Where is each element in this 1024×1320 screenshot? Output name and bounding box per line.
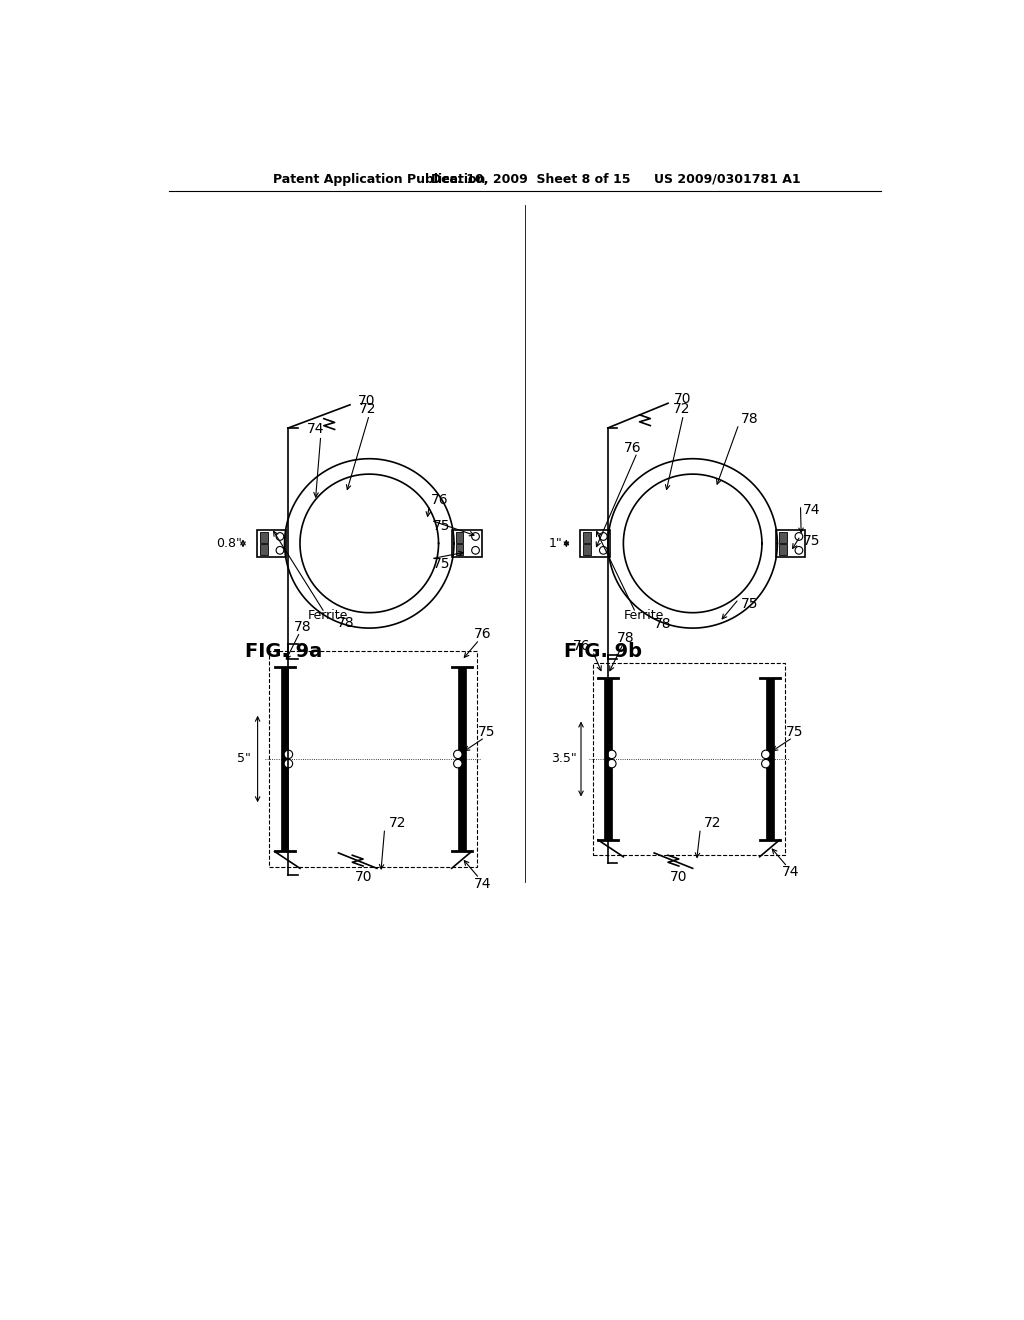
- Bar: [453, 529, 481, 557]
- Text: FIG. 9b: FIG. 9b: [564, 642, 642, 661]
- Bar: [257, 529, 286, 557]
- Circle shape: [762, 759, 770, 768]
- Text: 75: 75: [478, 725, 496, 739]
- Bar: [456, 532, 463, 543]
- Text: 70: 70: [670, 870, 687, 884]
- Text: 78: 78: [337, 616, 354, 631]
- Text: Dec. 10, 2009  Sheet 8 of 15: Dec. 10, 2009 Sheet 8 of 15: [431, 173, 631, 186]
- Bar: [260, 544, 267, 554]
- Text: Ferrite: Ferrite: [624, 610, 664, 622]
- Text: 76: 76: [431, 492, 449, 507]
- Text: US 2009/0301781 A1: US 2009/0301781 A1: [654, 173, 801, 186]
- Bar: [766, 678, 773, 840]
- Bar: [281, 667, 289, 851]
- Bar: [456, 544, 463, 554]
- Text: 74: 74: [306, 422, 325, 437]
- Circle shape: [607, 759, 616, 768]
- Text: 78: 78: [616, 631, 635, 645]
- Text: 74: 74: [781, 865, 799, 879]
- Circle shape: [285, 759, 293, 768]
- Text: 72: 72: [388, 816, 406, 830]
- Text: 70: 70: [674, 392, 691, 405]
- Bar: [584, 532, 591, 543]
- Bar: [260, 532, 267, 543]
- Text: 78: 78: [654, 618, 672, 631]
- Bar: [779, 532, 786, 543]
- Text: 74: 74: [474, 876, 492, 891]
- Bar: [604, 678, 611, 840]
- Circle shape: [762, 750, 770, 759]
- Text: Ferrite: Ferrite: [307, 610, 348, 622]
- Text: 74: 74: [803, 503, 820, 517]
- Text: 75: 75: [803, 535, 820, 548]
- Bar: [779, 544, 786, 554]
- Text: 72: 72: [673, 403, 690, 416]
- Circle shape: [454, 750, 462, 759]
- Circle shape: [454, 759, 462, 768]
- Bar: [593, 663, 785, 855]
- Text: 76: 76: [624, 441, 641, 455]
- Text: Patent Application Publication: Patent Application Publication: [273, 173, 485, 186]
- Text: 0.8": 0.8": [216, 537, 242, 550]
- Text: 75: 75: [432, 557, 450, 572]
- Bar: [269, 651, 477, 867]
- Circle shape: [285, 750, 293, 759]
- Text: 5": 5": [237, 752, 251, 766]
- Text: 76: 76: [572, 639, 590, 653]
- Text: 72: 72: [359, 403, 377, 416]
- Bar: [776, 529, 805, 557]
- Text: FIG. 9a: FIG. 9a: [245, 642, 322, 661]
- Bar: [458, 667, 466, 851]
- Circle shape: [607, 750, 616, 759]
- Bar: [584, 544, 591, 554]
- Text: 76: 76: [474, 627, 492, 642]
- Text: 75: 75: [786, 725, 804, 739]
- Bar: [581, 529, 609, 557]
- Text: 3.5": 3.5": [551, 752, 577, 766]
- Text: 75: 75: [432, 519, 450, 533]
- Text: 1": 1": [549, 537, 562, 550]
- Text: 72: 72: [705, 816, 722, 830]
- Text: 78: 78: [294, 619, 311, 634]
- Text: 70: 70: [355, 870, 373, 884]
- Text: 75: 75: [741, 597, 759, 611]
- Text: 70: 70: [357, 393, 375, 408]
- Text: 78: 78: [741, 412, 759, 425]
